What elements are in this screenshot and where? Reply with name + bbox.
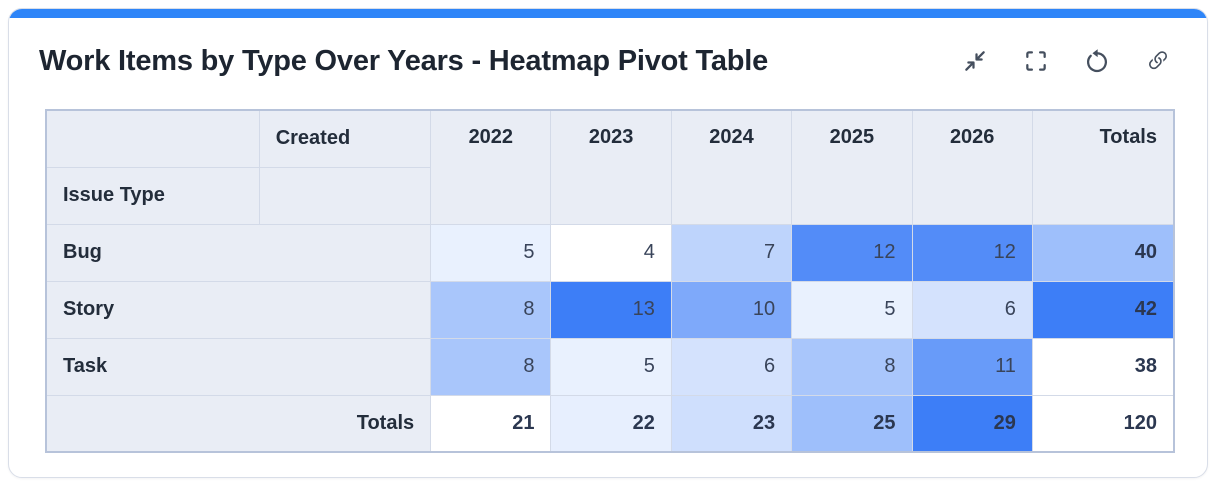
heatmap-cell-bug-2025: 12 bbox=[791, 223, 913, 282]
heatmap-cell-task-2024: 6 bbox=[670, 337, 793, 396]
corner-cell-2 bbox=[258, 166, 432, 225]
totals-row: Totals 21 22 23 25 29 120 bbox=[45, 394, 1175, 453]
row-header-bug: Bug bbox=[45, 223, 432, 282]
row-header-story: Story bbox=[45, 280, 432, 339]
column-total-2024: 23 bbox=[670, 394, 793, 453]
column-header-2025: 2025 bbox=[791, 109, 913, 225]
refresh-button[interactable] bbox=[1083, 48, 1110, 75]
totals-row-header: Totals bbox=[45, 394, 432, 453]
heatmap-cell-bug-2026: 12 bbox=[911, 223, 1033, 282]
column-total-2025: 25 bbox=[791, 394, 913, 453]
page-title: Work Items by Type Over Years - Heatmap … bbox=[39, 45, 769, 77]
column-header-2026: 2026 bbox=[911, 109, 1033, 225]
corner-cell bbox=[45, 109, 260, 168]
heatmap-cell-bug-2022: 5 bbox=[430, 223, 552, 282]
heatmap-cell-story-2025: 5 bbox=[791, 280, 913, 339]
gadget-header: Work Items by Type Over Years - Heatmap … bbox=[9, 18, 1207, 79]
heatmap-cell-task-2023: 5 bbox=[550, 337, 672, 396]
table-row-bug: Bug 5 4 7 12 12 40 bbox=[45, 223, 1175, 282]
column-header-2023: 2023 bbox=[550, 109, 672, 225]
heatmap-cell-story-2024: 10 bbox=[670, 280, 793, 339]
row-total-bug: 40 bbox=[1031, 223, 1175, 282]
table-row-task: Task 8 5 6 8 11 38 bbox=[45, 337, 1175, 396]
refresh-icon bbox=[1084, 48, 1110, 74]
heatmap-cell-bug-2023: 4 bbox=[550, 223, 672, 282]
link-button[interactable] bbox=[1144, 48, 1171, 75]
heatmap-cell-task-2022: 8 bbox=[430, 337, 552, 396]
column-total-2023: 22 bbox=[550, 394, 672, 453]
fullscreen-icon bbox=[1023, 48, 1049, 74]
gadget-toolbar bbox=[961, 48, 1171, 75]
column-total-2022: 21 bbox=[430, 394, 552, 453]
grand-total: 120 bbox=[1031, 394, 1175, 453]
totals-column-header: Totals bbox=[1031, 109, 1175, 225]
heatmap-pivot-table: Created 2022 2023 2024 2025 2026 Totals Issue T… bbox=[45, 109, 1175, 453]
heatmap-cell-bug-2024: 7 bbox=[670, 223, 793, 282]
column-axis-label: Created bbox=[258, 109, 432, 168]
heatmap-cell-task-2026: 11 bbox=[911, 337, 1033, 396]
collapse-icon bbox=[962, 48, 988, 74]
accent-bar bbox=[9, 9, 1207, 18]
row-header-task: Task bbox=[45, 337, 432, 396]
column-header-2022: 2022 bbox=[430, 109, 552, 225]
link-icon bbox=[1145, 48, 1171, 74]
collapse-button[interactable] bbox=[961, 48, 988, 75]
row-axis-label: Issue Type bbox=[45, 166, 260, 225]
column-total-2026: 29 bbox=[911, 394, 1033, 453]
dashboard-gadget-card: Work Items by Type Over Years - Heatmap … bbox=[8, 8, 1208, 478]
column-header-2024: 2024 bbox=[670, 109, 793, 225]
heatmap-cell-task-2025: 8 bbox=[791, 337, 913, 396]
fullscreen-button[interactable] bbox=[1022, 48, 1049, 75]
heatmap-cell-story-2026: 6 bbox=[911, 280, 1033, 339]
row-total-task: 38 bbox=[1031, 337, 1175, 396]
table-row-story: Story 8 13 10 5 6 42 bbox=[45, 280, 1175, 339]
heatmap-cell-story-2022: 8 bbox=[430, 280, 552, 339]
row-total-story: 42 bbox=[1031, 280, 1175, 339]
heatmap-cell-story-2023: 13 bbox=[550, 280, 672, 339]
pivot-table-container: Created 2022 2023 2024 2025 2026 Totals Issue T… bbox=[9, 79, 1207, 453]
